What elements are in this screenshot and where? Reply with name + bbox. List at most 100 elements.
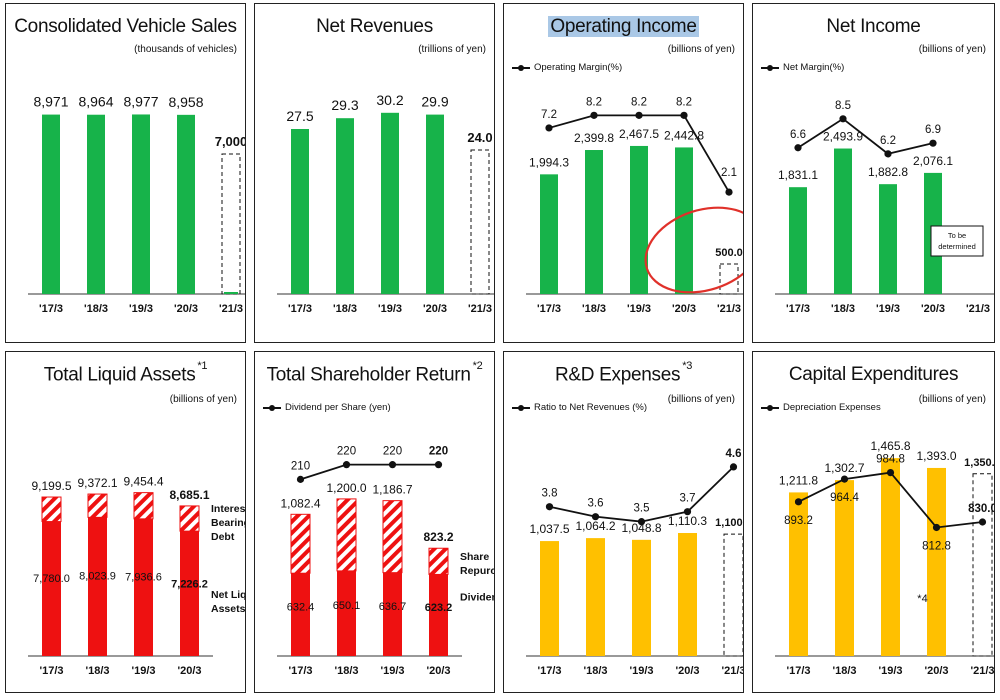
bar-total-label: 9,372.1	[77, 476, 117, 490]
forecast-bar	[719, 263, 739, 295]
line-point	[794, 498, 803, 506]
bar-value-label: 2,493.9	[823, 130, 863, 144]
operating-income-chart: '17/3 '18/3 '19/3 '20/3 '21/3 1,994.3 2,399.8 2…	[526, 96, 743, 315]
panel-title: Capital Expenditures	[788, 364, 959, 385]
line-point-label: 220	[383, 446, 402, 458]
line-point	[590, 111, 598, 119]
bar-value-label: 29.9	[421, 94, 448, 110]
unit-label: (billions of yen)	[918, 394, 986, 405]
x-tick-label: '21/3	[966, 303, 990, 315]
line-point-label: 6.9	[925, 124, 941, 136]
line-point-label: 7.2	[541, 109, 557, 121]
panel-total-shareholder-return: Total Shareholder Return *2 Dividend per …	[254, 351, 495, 693]
panel-title: Net Income	[826, 16, 921, 37]
panel-title: Total Shareholder Return *2	[266, 360, 483, 386]
line-point	[729, 463, 738, 471]
x-tick-label: '17/3	[39, 665, 63, 677]
line-point	[388, 461, 397, 469]
capital-expenditures-chart: '17/3 '18/3 '19/3 '20/3 '21/3 1,211.8 1,302.7 1…	[775, 439, 995, 677]
bar-segment-bottom	[88, 517, 107, 656]
bar-value-label: 1,465.8	[870, 439, 910, 453]
bar	[42, 114, 60, 294]
line-point-label: 220	[337, 446, 356, 458]
bar-value-label: 1,110.3	[668, 514, 707, 528]
line-point	[637, 518, 646, 526]
bar-segment-bottom	[291, 573, 310, 656]
series-label-top: Debt	[211, 531, 235, 543]
series-label-top: Bearing	[211, 517, 246, 529]
bar-value-label: 8,971	[33, 94, 68, 110]
bar	[835, 480, 854, 656]
bar-value-label: 29.3	[331, 97, 358, 113]
forecast-bar	[221, 153, 241, 295]
bar-value-label: 1,302.7	[824, 461, 864, 475]
x-tick-label: '19/3	[131, 665, 155, 677]
panel-vehicle-sales: Consolidated Vehicle Sales (thousands of…	[5, 3, 246, 343]
x-tick-label: '20/3	[672, 303, 696, 315]
line-point-label: 812.8	[922, 540, 951, 552]
total-liquid-assets-chart: '17/3 '18/3 '19/3 '20/3 9,199.5 7,780.0 9,372.…	[28, 475, 246, 677]
x-tick-label: '17/3	[39, 303, 63, 315]
bar-value-label: 1,100.0	[715, 517, 744, 529]
panel-total-liquid-assets: Total Liquid Assets *1 (billions of yen) …	[5, 351, 246, 693]
bar-bottom-label: 636.7	[379, 601, 407, 613]
x-tick-label: '21/3	[721, 665, 744, 677]
x-tick-label: '19/3	[876, 303, 900, 315]
bar-total-label: 9,454.4	[123, 475, 163, 489]
x-tick-label: '17/3	[786, 303, 810, 315]
line-point-label: 4.6	[726, 448, 742, 460]
line-point-label: 8.2	[676, 96, 692, 108]
bar-total-label: 1,200.0	[326, 481, 366, 495]
line-point	[929, 139, 937, 147]
bar-value-label: 2,076.1	[913, 154, 953, 168]
legend-line-marker	[512, 404, 530, 412]
bar-total-label: 1,082.4	[280, 496, 320, 510]
line-point	[635, 111, 643, 119]
line-point-label: 6.6	[790, 129, 806, 141]
bar-total-label: 9,199.5	[31, 479, 71, 493]
legend-line-marker	[761, 404, 779, 412]
line-point	[545, 124, 553, 132]
bar	[881, 458, 900, 656]
line-point-label: 830.0	[968, 503, 995, 515]
annotation-label: *4	[917, 593, 927, 605]
x-tick-label: '17/3	[288, 665, 312, 677]
line-point-label: 8.5	[835, 100, 851, 112]
panel-net-revenues: Net Revenues (trillions of yen) '17/3 '18…	[254, 3, 495, 343]
bar-bottom-label: 650.1	[333, 600, 361, 612]
bar-segment-top	[87, 493, 108, 518]
bar-segment-bottom	[180, 531, 199, 656]
x-tick-label: '20/3	[426, 665, 450, 677]
bar	[630, 145, 648, 294]
line-point	[978, 518, 987, 526]
x-tick-label: '21/3	[219, 303, 243, 315]
chart-legend: Ratio to Net Revenues (%)	[512, 402, 647, 413]
bar-bottom-label: 7,226.2	[171, 578, 208, 590]
bar-value-label: 8,964	[78, 94, 113, 110]
line-point-label: 3.6	[588, 498, 604, 510]
x-tick-label: '21/3	[970, 665, 994, 677]
unit-label: (thousands of vehicles)	[134, 44, 237, 55]
bar	[678, 533, 697, 656]
bar-segment-top	[41, 496, 62, 523]
x-tick-label: '18/3	[832, 665, 856, 677]
bar	[132, 114, 150, 295]
bar-segment-top	[428, 547, 449, 575]
line-point	[884, 150, 892, 158]
line-point-label: 893.2	[784, 515, 813, 527]
rd-expenses-chart: '17/3 '18/3 '19/3 '20/3 '21/3 1,037.5 1,064.2 1…	[526, 448, 744, 677]
bar-segment-top	[133, 492, 154, 520]
bar-segment-top	[382, 500, 403, 574]
bar-total-label: 1,186.7	[372, 483, 412, 497]
line-point-label: 6.2	[880, 135, 896, 147]
forecast-bar	[972, 473, 993, 657]
bar-value-label: 1,393.0	[916, 449, 956, 463]
x-tick-label: '21/3	[468, 303, 492, 315]
x-tick-label: '18/3	[583, 665, 607, 677]
x-tick-label: '19/3	[378, 303, 402, 315]
bar-total-label: 823.2	[423, 530, 453, 544]
line-series	[300, 463, 439, 481]
x-tick-label: '20/3	[423, 303, 447, 315]
line-point	[296, 475, 305, 483]
bar	[291, 129, 309, 294]
